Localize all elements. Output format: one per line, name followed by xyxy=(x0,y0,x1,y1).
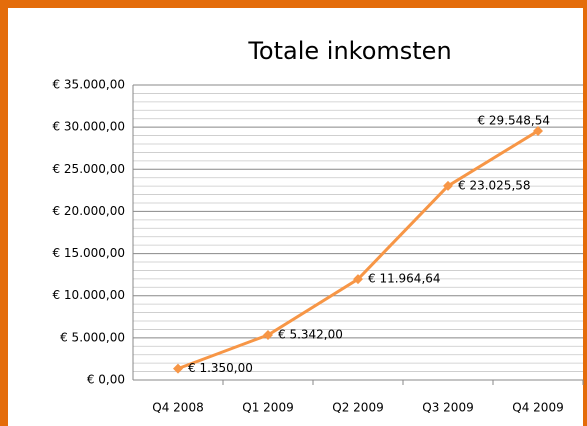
y-tick-label: € 20.000,00 xyxy=(52,204,125,218)
data-marker xyxy=(443,180,453,191)
y-tick-label: € 0,00 xyxy=(87,373,125,387)
x-tick-label: Q1 2009 xyxy=(242,401,293,415)
chart-title: Totale inkomsten xyxy=(247,37,451,65)
y-tick-label: € 25.000,00 xyxy=(52,162,125,176)
data-label: € 23.025,58 xyxy=(458,178,531,192)
x-tick-label: Q2 2009 xyxy=(332,401,383,415)
data-marker xyxy=(173,363,183,374)
data-marker xyxy=(263,329,273,340)
data-label: € 1.350,00 xyxy=(188,361,253,375)
y-tick-label: € 10.000,00 xyxy=(52,288,125,302)
data-marker xyxy=(533,125,543,136)
data-label: € 11.964,64 xyxy=(368,272,441,286)
y-tick-label: € 5.000,00 xyxy=(60,330,125,344)
y-tick-label: € 30.000,00 xyxy=(52,120,125,134)
x-tick-label: Q3 2009 xyxy=(422,401,473,415)
data-label: € 5.342,00 xyxy=(278,327,343,341)
data-label: € 29.548,54 xyxy=(477,113,550,127)
x-tick-label: Q4 2008 xyxy=(152,401,203,415)
y-tick-label: € 35.000,00 xyxy=(52,78,125,92)
y-tick-label: € 15.000,00 xyxy=(52,246,125,260)
x-tick-label: Q4 2009 xyxy=(512,401,563,415)
data-marker xyxy=(353,274,363,285)
